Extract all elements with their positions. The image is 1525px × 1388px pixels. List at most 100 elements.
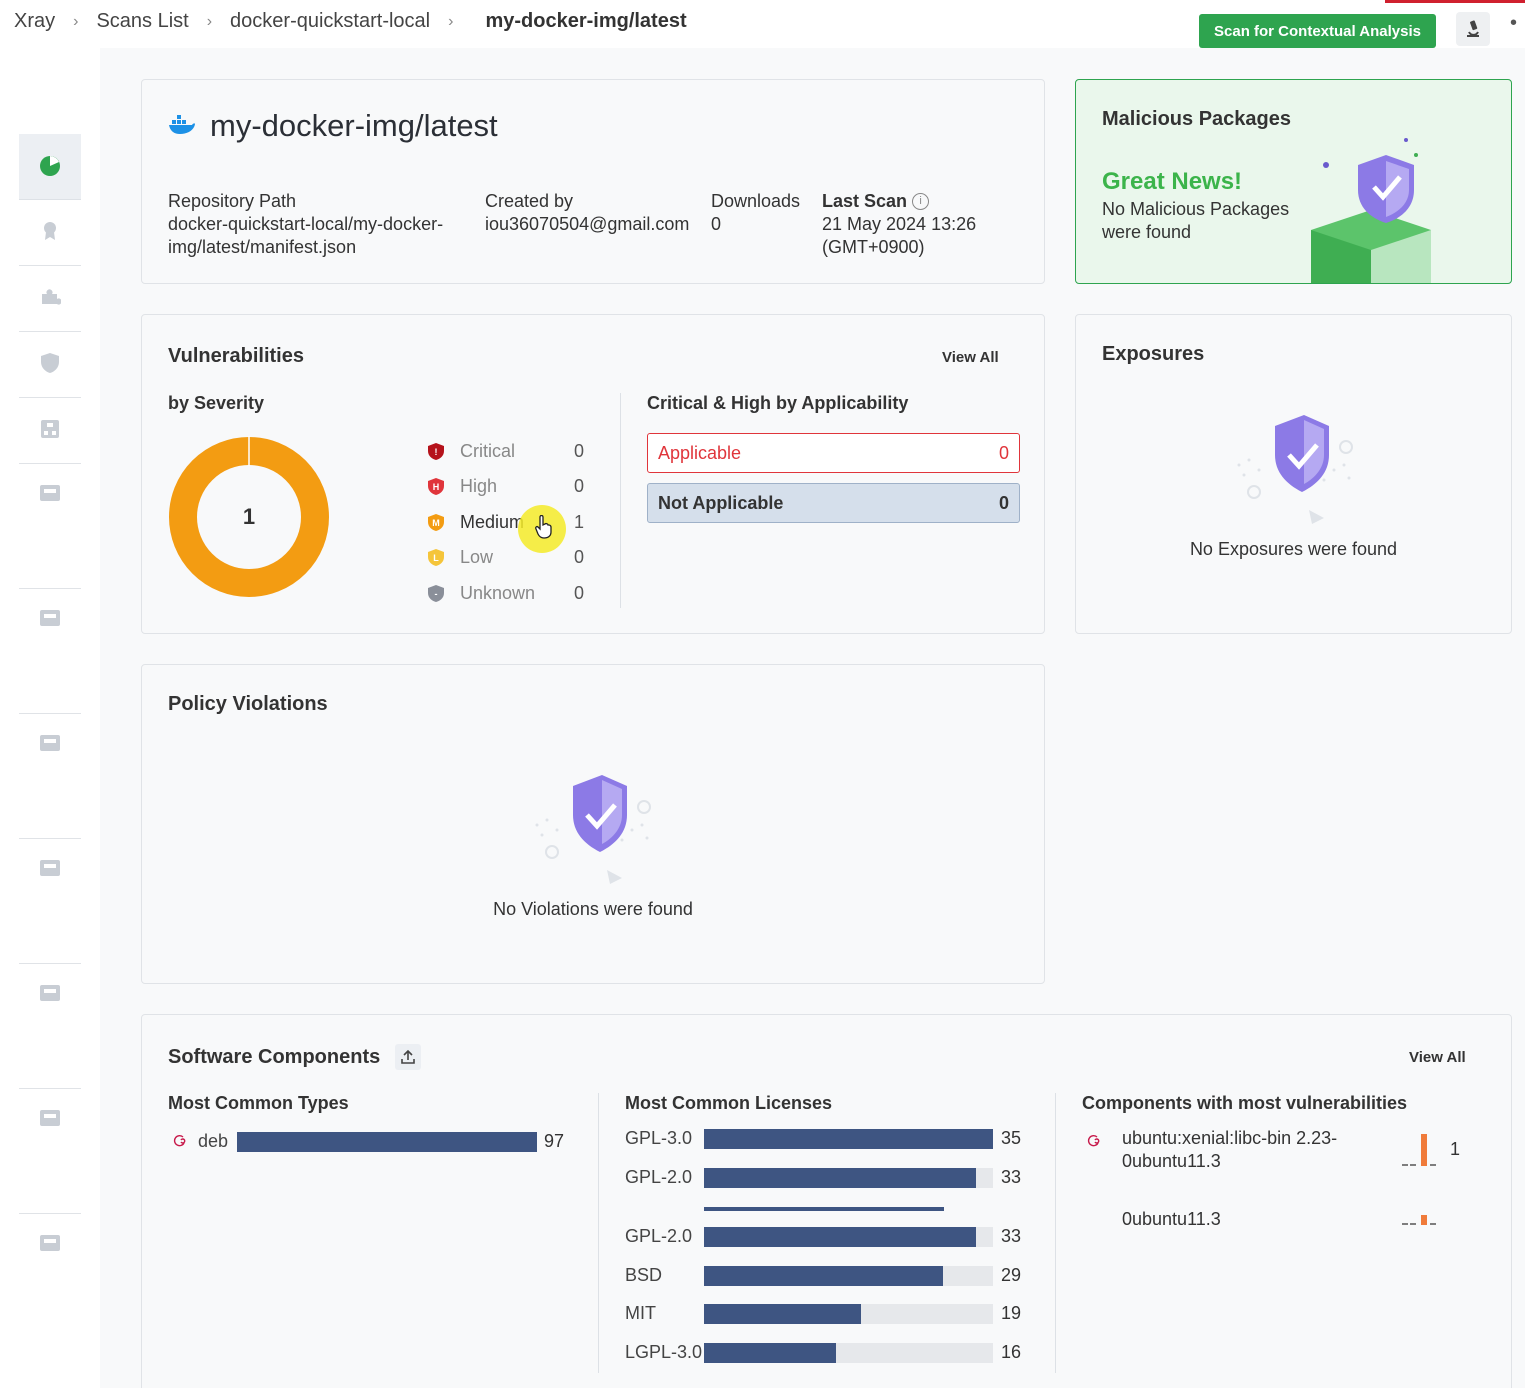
- top-bar: Xray › Scans List › docker-quickstart-lo…: [0, 0, 1525, 48]
- software-view-all-link[interactable]: View All: [1409, 1049, 1466, 1066]
- chevron-right-icon: ›: [206, 12, 213, 30]
- type-bar[interactable]: [237, 1132, 537, 1152]
- malicious-message-1: No Malicious Packages: [1102, 199, 1290, 219]
- severity-count: 0: [574, 476, 585, 496]
- license-bar-fill: [704, 1227, 977, 1247]
- breadcrumb-repository[interactable]: docker-quickstart-local: [230, 10, 431, 32]
- policy-empty-message: No Violations were found: [493, 899, 693, 919]
- component-count: 1: [1450, 1139, 1461, 1159]
- applicable-label: Applicable: [658, 442, 742, 463]
- info-icon[interactable]: i: [912, 193, 930, 210]
- severity-critical-icon: !: [428, 442, 444, 460]
- last-scan-label: Last Scan: [822, 191, 908, 211]
- scan-contextual-analysis-button[interactable]: Scan for Contextual Analysis: [1199, 14, 1436, 48]
- downloads-field: Downloads 0: [711, 190, 800, 236]
- license-bar-track[interactable]: [704, 1266, 993, 1286]
- types-title: Most Common Types: [168, 1093, 349, 1113]
- license-bar-track[interactable]: [704, 1343, 993, 1363]
- license-name: GPL-3.0: [625, 1128, 693, 1148]
- sidebar-item-7[interactable]: [19, 1214, 81, 1339]
- svg-text:M: M: [432, 518, 440, 528]
- sidebar-item-components[interactable]: [19, 266, 81, 332]
- severity-row-critical[interactable]: ! Critical 0: [427, 439, 584, 463]
- software-title: Software Components: [168, 1046, 381, 1068]
- tool-button[interactable]: [1456, 12, 1490, 46]
- export-button[interactable]: [395, 1044, 421, 1070]
- screen-icon: [40, 735, 60, 751]
- component-name-1: ubuntu:xenial:libc-bin 2.23-: [1122, 1128, 1338, 1148]
- malicious-message-2: were found: [1102, 222, 1192, 242]
- sidebar-item-4[interactable]: [19, 839, 81, 964]
- debian-icon: [172, 1133, 188, 1154]
- last-scan-value-2: (GMT+0900): [822, 237, 925, 257]
- severity-medium-icon: M: [428, 513, 444, 531]
- sidebar-item-1[interactable]: [19, 464, 81, 589]
- hand-cursor-icon: [535, 515, 552, 539]
- exposures-card: Exposures No Exposures were found: [1075, 314, 1512, 634]
- sidebar-item-security[interactable]: [19, 332, 81, 398]
- last-scan-field: Last Scan i 21 May 2024 13:26 (GMT+0900): [822, 190, 976, 259]
- component-item[interactable]: ubuntu:xenial:libc-bin 2.23- 0ubuntu11.3: [1122, 1127, 1337, 1173]
- sidebar: [0, 48, 100, 1388]
- severity-name: Low: [460, 547, 494, 567]
- license-count: 29: [1001, 1265, 1022, 1285]
- shield-box-illustration: [1311, 138, 1431, 283]
- exposures-empty-message: No Exposures were found: [1189, 539, 1398, 559]
- screen-icon: [40, 1110, 60, 1126]
- screen-icon: [40, 485, 60, 501]
- severity-name: Critical: [460, 440, 516, 461]
- severity-row-medium[interactable]: M Medium 1: [427, 510, 584, 534]
- severity-count: 0: [574, 582, 585, 603]
- network-icon: [41, 420, 59, 438]
- repo-path-value-2: img/latest/manifest.json: [168, 237, 357, 257]
- applicable-count: 0: [998, 442, 1009, 463]
- last-scan-value-1: 21 May 2024 13:26: [822, 214, 977, 234]
- svg-text:L: L: [433, 553, 439, 563]
- sidebar-item-6[interactable]: [19, 1089, 81, 1214]
- license-bar-track[interactable]: [704, 1304, 993, 1324]
- severity-row-high[interactable]: H High 0: [427, 475, 584, 499]
- divider: [598, 1093, 599, 1373]
- downloads-label: Downloads: [711, 191, 801, 211]
- created-by-field: Created by iou36070504@gmail.com: [485, 190, 689, 236]
- vulnerabilities-view-all-link[interactable]: View All: [942, 349, 999, 366]
- not-applicable-label: Not Applicable: [658, 492, 784, 513]
- microscope-icon: [1467, 20, 1479, 37]
- component-name-3[interactable]: 0ubuntu11.3: [1122, 1209, 1221, 1229]
- severity-donut-chart: 1: [169, 436, 329, 597]
- sidebar-item-licenses[interactable]: [19, 200, 81, 266]
- license-bar-fill: [704, 1168, 977, 1188]
- sidebar-item-5[interactable]: [19, 964, 81, 1089]
- license-bar-track[interactable]: [704, 1227, 993, 1247]
- applicable-box[interactable]: Applicable 0: [647, 433, 1020, 473]
- severity-low-icon: L: [428, 549, 444, 566]
- license-bar-track[interactable]: [704, 1129, 993, 1149]
- license-bar-fill: [704, 1343, 837, 1363]
- severity-row-low[interactable]: L Low 0: [427, 546, 584, 570]
- license-bar-partial: [704, 1207, 944, 1211]
- license-bar-track[interactable]: [704, 1168, 993, 1188]
- debian-icon: [1086, 1133, 1102, 1154]
- sidebar-item-3[interactable]: [19, 714, 81, 839]
- not-applicable-box[interactable]: Not Applicable 0: [647, 483, 1020, 523]
- svg-text:!: !: [435, 447, 438, 457]
- license-bar-fill: [704, 1129, 993, 1149]
- donut-total: 1: [243, 504, 255, 529]
- exposures-title: Exposures: [1102, 343, 1205, 365]
- more-options-icon[interactable]: •: [1510, 12, 1518, 34]
- component-name-2: 0ubuntu11.3: [1122, 1151, 1221, 1171]
- not-applicable-count: 0: [998, 492, 1009, 513]
- progress-indicator: [1385, 0, 1525, 3]
- divider: [1055, 1093, 1056, 1373]
- created-by-value: iou36070504@gmail.com: [485, 214, 690, 234]
- sidebar-item-summary[interactable]: [19, 134, 81, 200]
- sidebar-item-2[interactable]: [19, 589, 81, 714]
- license-count: 33: [1001, 1226, 1022, 1246]
- breadcrumb-scans-list[interactable]: Scans List: [96, 10, 189, 32]
- component-severity-mini-chart: [1402, 1215, 1436, 1225]
- sidebar-item-graph[interactable]: [19, 398, 81, 464]
- severity-row-unknown[interactable]: - Unknown 0: [427, 581, 584, 605]
- malicious-message: No Malicious Packages were found: [1102, 198, 1289, 244]
- svg-text:-: -: [435, 589, 438, 599]
- breadcrumb-xray[interactable]: Xray: [14, 10, 56, 32]
